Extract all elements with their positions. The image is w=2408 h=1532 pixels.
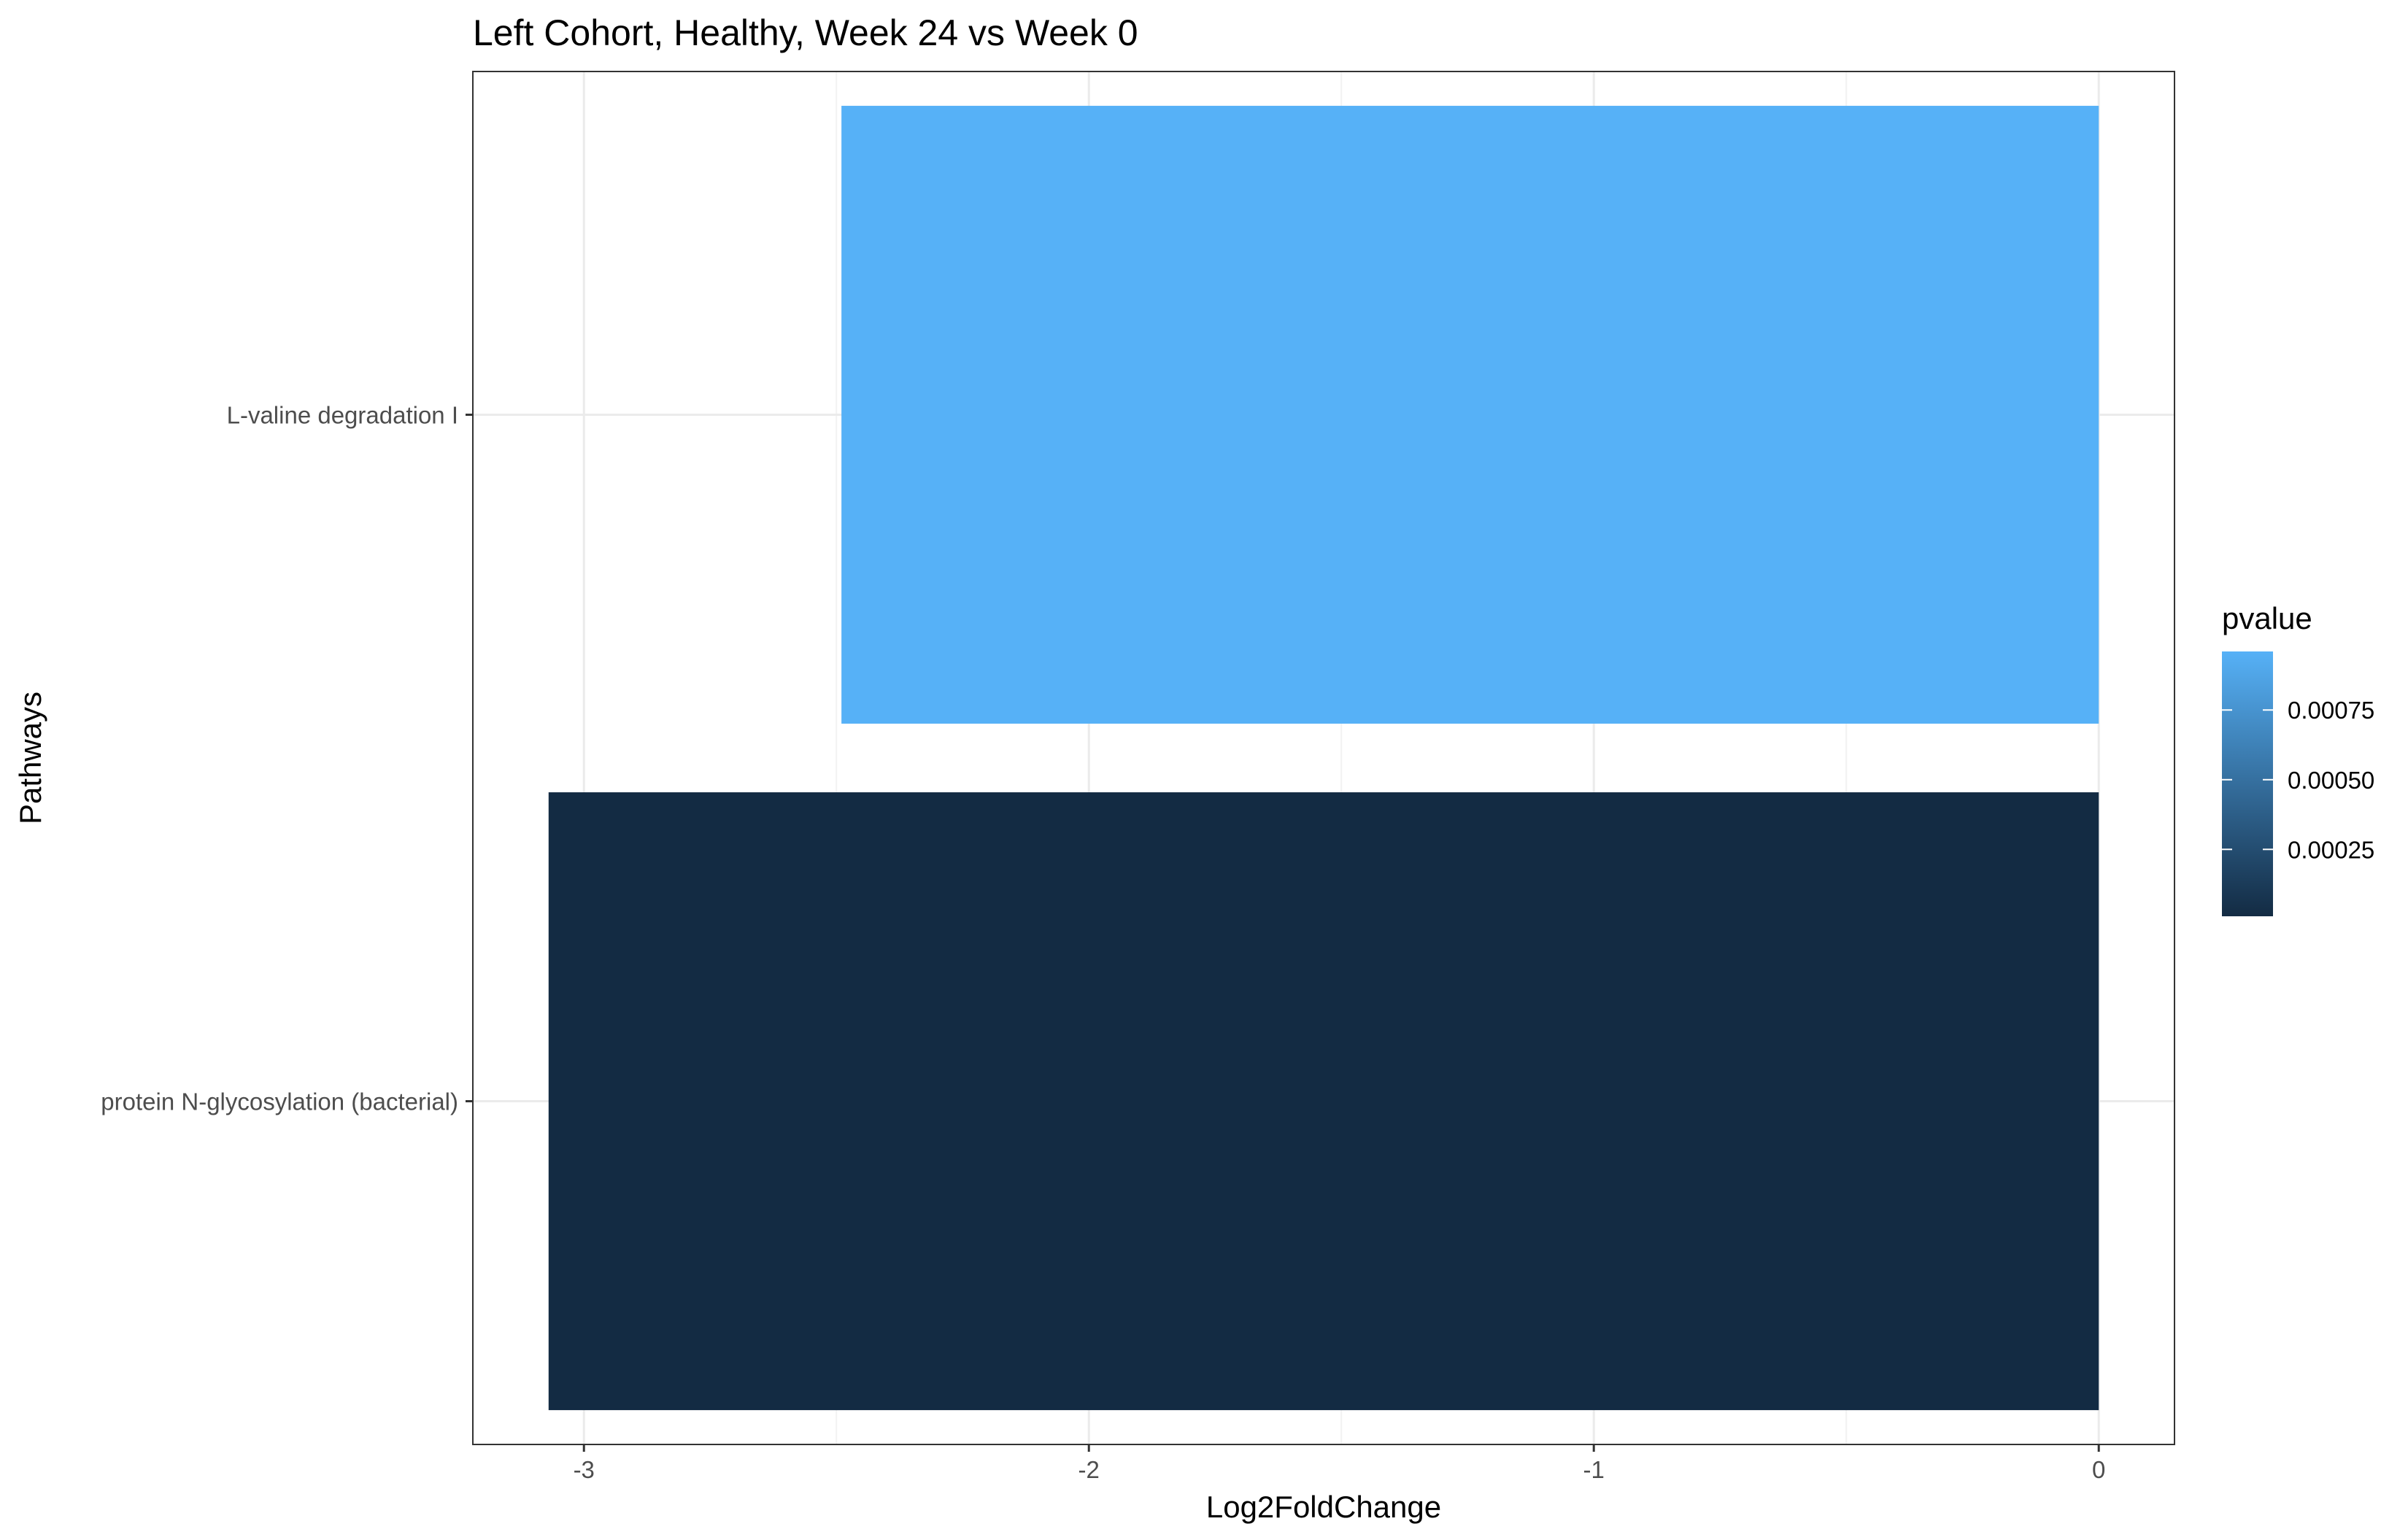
x-axis-title: Log2FoldChange	[1206, 1490, 1441, 1524]
legend: pvalue 0.00025 0.00050 0.00075	[2222, 601, 2374, 916]
bar-1	[841, 106, 2099, 724]
legend-tick-label: 0.00025	[2288, 836, 2374, 863]
chart-title: Left Cohort, Healthy, Week 24 vs Week 0	[473, 12, 1138, 53]
legend-title: pvalue	[2222, 601, 2312, 635]
plot-panel-border	[472, 71, 2175, 1445]
x-tick-label: -1	[1583, 1456, 1605, 1483]
legend-colorbar	[2222, 651, 2273, 916]
legend-tick-label: 0.00050	[2288, 767, 2374, 794]
x-tick-label: -2	[1078, 1456, 1100, 1483]
y-tick-label: L-valine degradation I	[227, 402, 458, 429]
y-axis-ticks: L-valine degradation I protein N-glycosyl…	[101, 402, 473, 1115]
y-axis-title: Pathways	[13, 692, 47, 824]
legend-ticks: 0.00025 0.00050 0.00075	[2222, 697, 2374, 863]
bars	[548, 106, 2099, 1410]
legend-tick-label: 0.00075	[2288, 697, 2374, 724]
x-tick-label: 0	[2092, 1456, 2105, 1483]
bar-2	[548, 792, 2099, 1410]
y-tick-label: protein N-glycosylation (bacterial)	[101, 1088, 458, 1115]
x-tick-label: -3	[574, 1456, 595, 1483]
x-axis-ticks: -3 -2 -1 0	[574, 1444, 2105, 1483]
